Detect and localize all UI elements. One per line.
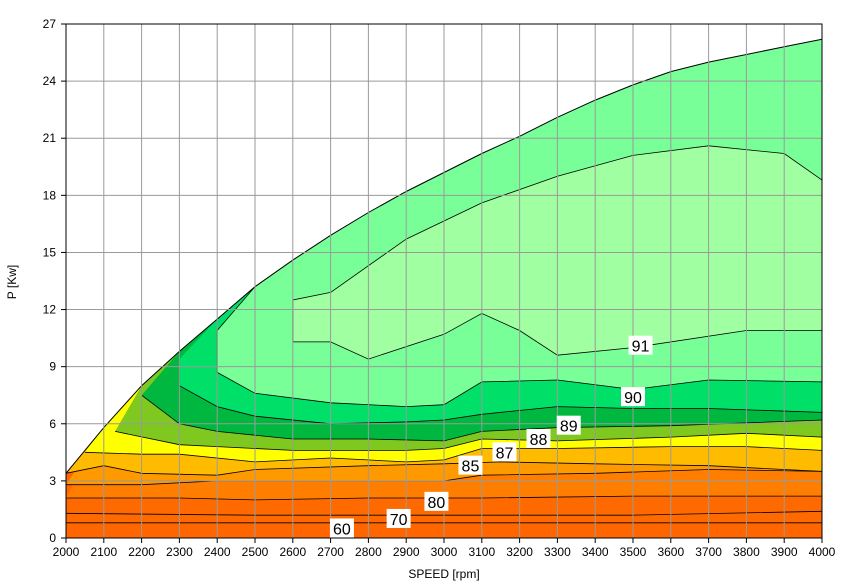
x-tick-label: 2900 [393, 545, 420, 559]
y-tick-label: 27 [43, 17, 57, 31]
x-tick-label: 2100 [90, 545, 117, 559]
contour-label-90: 90 [624, 390, 642, 407]
contour-label-70: 70 [390, 512, 408, 529]
contour-label-box [329, 518, 354, 538]
x-tick-label: 4000 [809, 545, 836, 559]
y-axis-label: P [Kw] [5, 265, 19, 299]
x-tick-label: 3200 [506, 545, 533, 559]
x-tick-label: 3000 [431, 545, 458, 559]
y-tick-label: 0 [49, 531, 56, 545]
y-tick-label: 21 [43, 131, 57, 145]
x-tick-label: 2200 [128, 545, 155, 559]
y-tick-label: 3 [49, 474, 56, 488]
x-tick-label: 2700 [317, 545, 344, 559]
contour-label-box [621, 387, 645, 407]
x-tick-label: 3900 [771, 545, 798, 559]
x-tick-label: 3100 [468, 545, 495, 559]
x-tick-label: 2300 [166, 545, 193, 559]
y-tick-label: 15 [43, 245, 57, 259]
contour-label-85: 85 [462, 459, 480, 476]
x-tick-label: 3300 [544, 545, 571, 559]
y-tick-label: 18 [43, 188, 57, 202]
contour-label-box [386, 508, 411, 528]
contour-line-89 [178, 359, 823, 425]
y-tick-label: 12 [43, 303, 57, 317]
contour-line-85 [84, 446, 823, 463]
x-tick-label: 3700 [695, 545, 722, 559]
x-tick-label: 2500 [242, 545, 269, 559]
x-tick-label: 3400 [582, 545, 609, 559]
contour-label-box [492, 442, 517, 462]
contour-label-80: 80 [428, 495, 446, 512]
x-tick-label: 2000 [53, 545, 80, 559]
grid-layer [65, 23, 823, 539]
y-tick-label: 9 [49, 360, 56, 374]
x-tick-label: 2800 [355, 545, 382, 559]
contour-line-91 [292, 145, 823, 360]
y-tick-label: 6 [49, 417, 56, 431]
contour-label-91: 91 [632, 339, 650, 356]
contour-label-89: 89 [560, 419, 578, 436]
contour-label-box [424, 491, 449, 511]
contour-label-box [628, 335, 653, 355]
x-tick-label: 3800 [733, 545, 760, 559]
contour-label-60: 60 [333, 521, 351, 538]
contour-label-box [556, 415, 581, 435]
contour-label-88: 88 [530, 432, 548, 449]
contour-label-box [458, 455, 483, 475]
x-axis-label: SPEED [rpm] [408, 567, 479, 581]
contour-label-box [526, 429, 551, 449]
contour-label-87: 87 [496, 445, 514, 462]
x-tick-label: 2400 [204, 545, 231, 559]
x-tick-label: 3500 [620, 545, 647, 559]
y-tick-label: 24 [43, 74, 57, 88]
x-tick-label: 3600 [657, 545, 684, 559]
axes-layer: 2000 2100 2200 2300 2400 2500 2600 2700 2800 2900… [43, 17, 836, 559]
x-tick-label: 2600 [279, 545, 306, 559]
contour-label-layer: 60 70 80 85 87 88 89 90 91 [329, 335, 653, 538]
